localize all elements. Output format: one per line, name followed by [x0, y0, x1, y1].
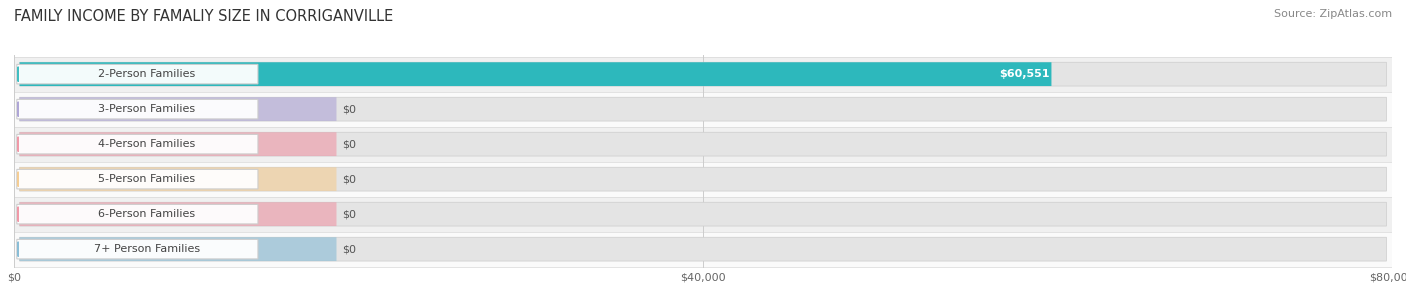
FancyBboxPatch shape [20, 237, 336, 261]
FancyBboxPatch shape [20, 62, 1052, 86]
FancyBboxPatch shape [20, 97, 1386, 121]
Bar [14, 57, 1392, 92]
Text: 6-Person Families: 6-Person Families [98, 209, 195, 219]
Bar [14, 127, 1392, 162]
FancyBboxPatch shape [20, 62, 1386, 86]
Text: $0: $0 [342, 174, 356, 184]
Text: $0: $0 [342, 244, 356, 254]
Text: 3-Person Families: 3-Person Families [98, 104, 195, 114]
Text: Source: ZipAtlas.com: Source: ZipAtlas.com [1274, 9, 1392, 19]
FancyBboxPatch shape [20, 202, 336, 226]
FancyBboxPatch shape [20, 167, 336, 191]
Text: $60,551: $60,551 [1000, 69, 1050, 79]
FancyBboxPatch shape [17, 169, 257, 189]
FancyBboxPatch shape [20, 132, 1386, 156]
FancyBboxPatch shape [20, 97, 336, 121]
FancyBboxPatch shape [20, 132, 336, 156]
Bar [14, 197, 1392, 232]
FancyBboxPatch shape [17, 239, 257, 259]
Text: 4-Person Families: 4-Person Families [98, 139, 195, 149]
FancyBboxPatch shape [17, 99, 257, 119]
FancyBboxPatch shape [17, 64, 257, 84]
FancyBboxPatch shape [20, 237, 1386, 261]
Bar [14, 162, 1392, 197]
FancyBboxPatch shape [17, 204, 257, 224]
Text: 2-Person Families: 2-Person Families [98, 69, 195, 79]
Text: $0: $0 [342, 104, 356, 114]
Text: 5-Person Families: 5-Person Families [98, 174, 195, 184]
Text: FAMILY INCOME BY FAMALIY SIZE IN CORRIGANVILLE: FAMILY INCOME BY FAMALIY SIZE IN CORRIGA… [14, 9, 394, 24]
FancyBboxPatch shape [20, 202, 1386, 226]
Text: $0: $0 [342, 139, 356, 149]
Bar [14, 92, 1392, 127]
Bar [14, 232, 1392, 267]
FancyBboxPatch shape [20, 167, 1386, 191]
FancyBboxPatch shape [17, 135, 257, 154]
Text: $0: $0 [342, 209, 356, 219]
Text: 7+ Person Families: 7+ Person Families [94, 244, 200, 254]
